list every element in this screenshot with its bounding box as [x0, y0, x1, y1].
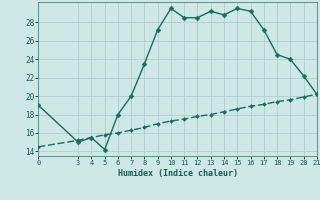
X-axis label: Humidex (Indice chaleur): Humidex (Indice chaleur): [118, 169, 238, 178]
